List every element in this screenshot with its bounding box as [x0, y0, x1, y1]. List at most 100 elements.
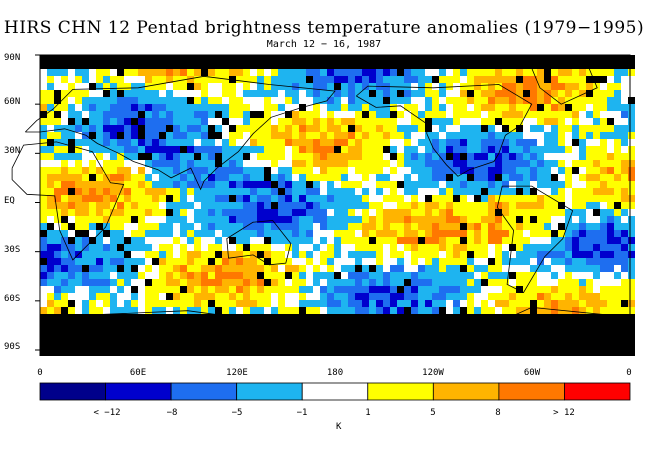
anomaly-cell: [264, 55, 271, 62]
anomaly-cell: [96, 307, 103, 314]
anomaly-cell: [201, 111, 208, 118]
anomaly-cell: [348, 335, 355, 342]
anomaly-cell: [628, 174, 635, 181]
anomaly-cell: [397, 223, 404, 230]
anomaly-cell: [152, 342, 159, 349]
anomaly-cell: [418, 139, 425, 146]
anomaly-cell: [488, 83, 495, 90]
anomaly-cell: [516, 272, 523, 279]
anomaly-cell: [89, 314, 96, 321]
anomaly-cell: [383, 342, 390, 349]
anomaly-cell: [194, 167, 201, 174]
anomaly-cell: [558, 314, 565, 321]
anomaly-cell: [187, 146, 194, 153]
anomaly-cell: [257, 153, 264, 160]
anomaly-cell: [68, 300, 75, 307]
anomaly-cell: [369, 342, 376, 349]
anomaly-cell: [257, 265, 264, 272]
anomaly-cell: [607, 181, 614, 188]
anomaly-cell: [516, 314, 523, 321]
anomaly-cell: [369, 216, 376, 223]
anomaly-cell: [509, 286, 516, 293]
anomaly-cell: [159, 321, 166, 328]
anomaly-cell: [397, 132, 404, 139]
anomaly-cell: [285, 335, 292, 342]
anomaly-cell: [376, 139, 383, 146]
anomaly-cell: [152, 279, 159, 286]
anomaly-cell: [299, 55, 306, 62]
anomaly-cell: [117, 244, 124, 251]
anomaly-cell: [551, 195, 558, 202]
anomaly-cell: [103, 342, 110, 349]
anomaly-cell: [320, 349, 327, 356]
anomaly-cell: [348, 153, 355, 160]
anomaly-cell: [509, 293, 516, 300]
anomaly-cell: [173, 265, 180, 272]
anomaly-cell: [187, 188, 194, 195]
anomaly-cell: [467, 160, 474, 167]
anomaly-cell: [572, 349, 579, 356]
anomaly-cell: [397, 216, 404, 223]
anomaly-cell: [201, 335, 208, 342]
anomaly-cell: [103, 300, 110, 307]
anomaly-cell: [334, 174, 341, 181]
anomaly-cell: [75, 328, 82, 335]
anomaly-cell: [460, 132, 467, 139]
anomaly-cell: [299, 279, 306, 286]
anomaly-cell: [110, 307, 117, 314]
anomaly-cell: [593, 97, 600, 104]
anomaly-cell: [411, 125, 418, 132]
anomaly-cell: [453, 223, 460, 230]
anomaly-cell: [572, 244, 579, 251]
anomaly-cell: [397, 202, 404, 209]
anomaly-cell: [446, 181, 453, 188]
anomaly-cell: [495, 293, 502, 300]
anomaly-cell: [544, 321, 551, 328]
anomaly-cell: [131, 209, 138, 216]
anomaly-cell: [453, 111, 460, 118]
anomaly-cell: [222, 188, 229, 195]
anomaly-cell: [495, 55, 502, 62]
anomaly-cell: [383, 216, 390, 223]
anomaly-cell: [61, 251, 68, 258]
anomaly-cell: [313, 90, 320, 97]
anomaly-cell: [495, 146, 502, 153]
anomaly-cell: [593, 132, 600, 139]
anomaly-cell: [159, 139, 166, 146]
anomaly-cell: [411, 111, 418, 118]
anomaly-cell: [201, 181, 208, 188]
anomaly-cell: [607, 342, 614, 349]
anomaly-cell: [236, 265, 243, 272]
anomaly-cell: [103, 328, 110, 335]
anomaly-cell: [313, 62, 320, 69]
anomaly-cell: [495, 258, 502, 265]
anomaly-cell: [208, 111, 215, 118]
anomaly-cell: [586, 300, 593, 307]
anomaly-cell: [334, 76, 341, 83]
anomaly-cell: [40, 335, 47, 342]
anomaly-cell: [509, 76, 516, 83]
anomaly-cell: [117, 272, 124, 279]
anomaly-cell: [348, 251, 355, 258]
anomaly-cell: [145, 286, 152, 293]
anomaly-cell: [411, 258, 418, 265]
anomaly-cell: [446, 76, 453, 83]
anomaly-cell: [411, 62, 418, 69]
anomaly-cell: [54, 132, 61, 139]
anomaly-cell: [40, 265, 47, 272]
anomaly-cell: [257, 69, 264, 76]
anomaly-cell: [509, 216, 516, 223]
anomaly-cell: [628, 195, 635, 202]
anomaly-cell: [166, 335, 173, 342]
anomaly-cell: [530, 146, 537, 153]
anomaly-cell: [453, 286, 460, 293]
anomaly-cell: [481, 335, 488, 342]
anomaly-cell: [565, 181, 572, 188]
anomaly-cell: [432, 104, 439, 111]
anomaly-cell: [47, 279, 54, 286]
anomaly-cell: [278, 279, 285, 286]
anomaly-cell: [313, 195, 320, 202]
anomaly-cell: [376, 307, 383, 314]
anomaly-cell: [131, 181, 138, 188]
coast-north-america: [356, 84, 533, 177]
